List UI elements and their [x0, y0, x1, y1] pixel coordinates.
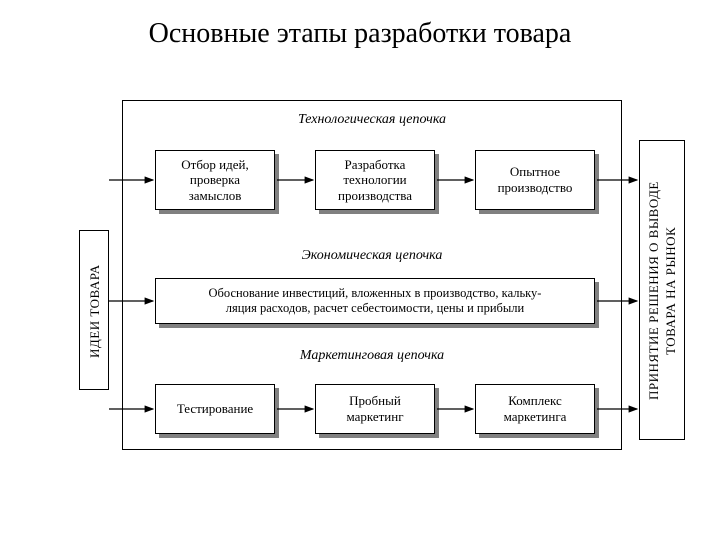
right-bar-frame: ПРИНЯТИЕ РЕШЕНИЯ О ВЫВОДЕ ТОВАРА НА РЫНО…	[639, 140, 685, 440]
right-bar-label: ПРИНЯТИЕ РЕШЕНИЯ О ВЫВОДЕ ТОВАРА НА РЫНО…	[640, 141, 686, 441]
box-testing: Тестирование	[155, 384, 275, 434]
box-economics: Обоснование инвестиций, вложенных в прои…	[155, 278, 595, 324]
box-trial-mkt: Пробный маркетинг	[315, 384, 435, 434]
box-tech-dev: Разработка технологии производства	[315, 150, 435, 210]
econ-chain-label: Экономическая цепочка	[122, 248, 622, 264]
box-mkt-mix: Комплекс маркетинга	[475, 384, 595, 434]
page-title: Основные этапы разработки товара	[0, 18, 720, 50]
mkt-chain-label: Маркетинговая цепочка	[122, 348, 622, 364]
box-pilot-prod: Опытное производство	[475, 150, 595, 210]
left-bar-label: ИДЕИ ТОВАРА	[80, 231, 110, 391]
left-bar-frame: ИДЕИ ТОВАРА	[79, 230, 109, 390]
box-ideas: Отбор идей, проверка замыслов	[155, 150, 275, 210]
tech-chain-label: Технологическая цепочка	[122, 112, 622, 128]
